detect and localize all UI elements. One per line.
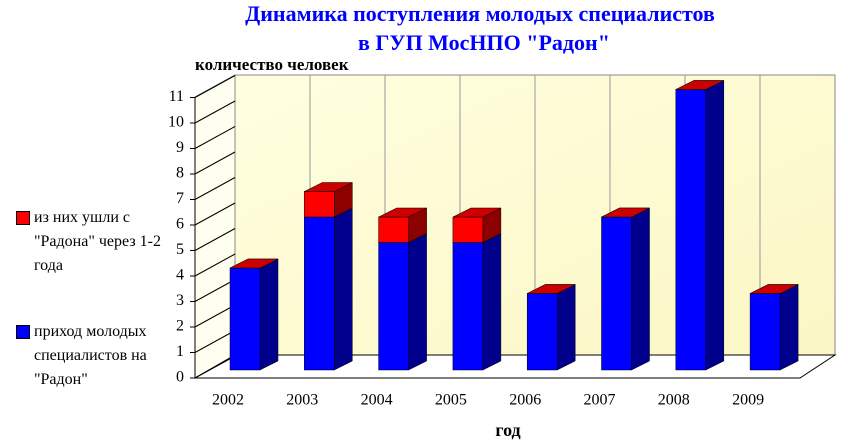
bar-top [749,284,799,294]
y-tick-label: 5 [176,241,184,258]
grid-line [194,253,236,277]
bar-top [601,207,650,218]
bar [304,216,335,371]
bar-side [259,258,279,371]
x-tick-label: 2009 [732,392,764,409]
bar [452,216,484,243]
bar-top [378,207,427,218]
bar-side [482,233,502,371]
bar [452,242,484,371]
grid-line [194,100,236,124]
bar [749,293,781,371]
x-tick-label: 2006 [509,392,541,409]
bar [378,242,409,371]
bar [229,267,261,371]
legend-swatch [16,325,30,339]
bar-side [631,207,650,371]
x-tick-label: 2002 [212,392,244,409]
y-tick-label: 7 [176,190,184,207]
y-tick-label: 2 [176,318,184,335]
x-tick-label: 2005 [435,392,467,409]
grid-line [194,75,236,98]
bar-top [675,80,724,90]
floor [193,354,837,379]
legend-swatch [16,211,30,225]
grid-line [194,228,236,251]
bar-side [556,284,576,371]
grid-line [194,355,236,379]
bar-side [408,233,427,371]
x-tick-label: 2007 [584,392,616,409]
y-tick-label: 11 [169,88,184,105]
grid-line [194,177,236,200]
bar-side [779,284,799,371]
bar-top [304,182,353,192]
legend-label: из них ушли с "Радона" через 1-2 года [34,209,161,274]
legend-label: приход молодых специалистов на "Радон" [34,323,147,388]
grid-line [194,304,236,328]
y-tick-label: 1 [176,343,184,360]
bar [304,191,335,218]
bar [675,89,707,371]
y-tick-label: 4 [176,267,184,284]
x-tick-label: 2004 [361,392,393,409]
bar-top [229,258,279,269]
y-tick-label: 3 [176,292,184,309]
y-tick-label: 9 [176,139,184,156]
grid-line [194,202,236,226]
bar-side [705,80,725,371]
bar [526,293,558,371]
y-tick-label: 8 [176,165,184,182]
bar [601,216,632,371]
y-tick-label: 0 [176,369,184,386]
chart-title: в ГУП МосНПО "Радон" [358,30,610,55]
chart-title: Динамика поступления молодых специалисто… [245,1,715,26]
grid-line [194,126,236,149]
legend-item: приход молодых специалистов на "Радон" [12,320,162,392]
bar-top [452,207,502,218]
legend-item: из них ушли с "Радона" через 1-2 года [12,206,162,278]
y-axis-label: количество человек [195,55,349,74]
bar [378,216,409,243]
x-axis-label: год [495,420,520,440]
y-tick-label: 6 [176,216,184,233]
bar-top [527,284,576,294]
grid-line [194,330,236,353]
y-tick-label: 10 [168,114,184,131]
x-tick-label: 2003 [286,392,318,409]
side-wall [194,74,236,379]
bar-side [334,207,353,371]
grid-line [194,151,236,175]
x-tick-label: 2008 [658,392,690,409]
grid-line [194,279,236,302]
